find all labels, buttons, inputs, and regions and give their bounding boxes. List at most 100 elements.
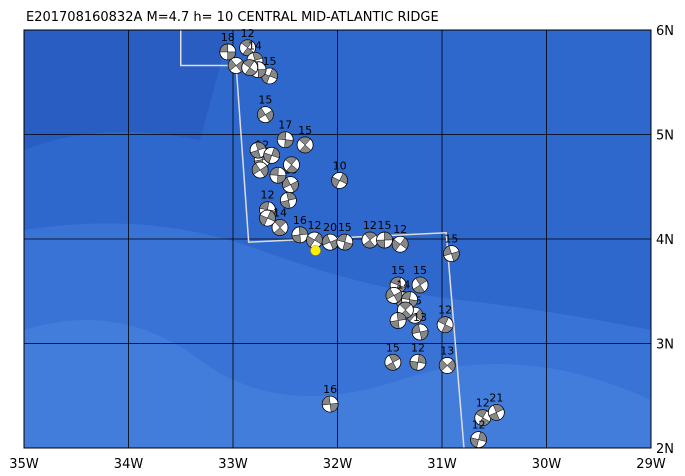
focal-mechanism [276,131,294,149]
focal-mechanism [487,404,505,421]
x-tick-label: 35W [9,457,39,472]
beachball-quadrant [227,58,245,73]
depth-label: 15 [263,55,277,68]
focal-mechanism [385,287,403,304]
beachball-quadrant [242,59,257,76]
depth-label: 15 [338,221,352,234]
focal-mechanism [219,43,237,61]
depth-label: 15 [391,264,405,277]
depth-label: 21 [489,391,503,404]
depth-label: 18 [221,31,235,44]
x-tick-label: 33W [218,457,248,472]
x-tick-label: 30W [532,457,562,472]
depth-label: 17 [278,119,292,132]
frame [23,29,652,449]
beachball-quadrant [321,395,339,413]
focal-mechanism [411,323,429,341]
y-tick-label: 5N [656,129,674,144]
depth-label: 10 [333,159,347,172]
beachball-quadrant [437,316,453,333]
focal-mechanism [227,57,245,74]
beachball-quadrant [385,354,401,371]
depth-label: 13 [413,311,427,324]
y-tick-label: 4N [656,233,674,248]
focal-mechanism [251,161,269,179]
depth-label: 15 [413,264,427,277]
beachball-quadrant [250,141,267,159]
focal-mechanism [411,276,429,294]
beachball-quadrant [389,312,407,329]
focal-mechanism [389,312,407,329]
focal-mechanism [283,156,300,174]
beachball-quadrant [280,192,297,209]
y-tick-label: 3N [656,338,674,353]
depth-label: 14 [396,279,410,292]
beachball-quadrant [475,409,491,426]
focal-mechanism [259,209,276,227]
focal-mechanism [361,231,379,249]
beachball-quadrant [291,226,309,244]
depth-label: 12 [308,219,322,232]
beachball-quadrant [409,354,427,371]
beachball-quadrant [331,172,348,189]
depth-label: 15 [386,341,400,354]
beachball-quadrant [376,231,393,249]
focal-mechanism [241,59,259,77]
depth-label: 12 [476,397,490,410]
depth-label: 13 [440,344,454,357]
focal-mechanism [321,395,339,413]
focal-mechanism [384,353,402,371]
focal-mechanism [376,231,393,249]
ridge [180,30,465,449]
beachball-quadrant [259,210,276,226]
beachball-quadrant [277,131,294,148]
focal-mechanism [336,233,354,251]
depth-label: 15 [378,219,392,232]
focal-mechanism [279,191,297,209]
x-tick-label: 29W [636,457,666,472]
beachball-quadrant [263,147,280,164]
depth-label: 16 [293,214,307,227]
beachball-quadrant [443,245,460,262]
beachball-quadrant [269,167,287,184]
depth-label: 14 [273,207,287,220]
focal-mechanism [436,316,454,334]
beachball-quadrant [285,156,299,174]
beachball-quadrant [438,359,456,372]
y-tick-label: 6N [656,24,674,39]
beachball-quadrant [391,237,409,252]
depth-label: 12 [411,341,425,354]
focal-mechanism [331,172,348,189]
epicenter [310,245,321,256]
beachball-quadrant [336,233,353,251]
focal-mechanism [470,431,487,449]
title: E201708160832A M=4.7 h= 10 CENTRAL MID-A… [26,10,439,25]
depth-label: 15 [298,124,312,137]
focal-mechanism [271,219,289,236]
focal-mechanism [401,291,419,309]
focal-mechanism [321,233,339,251]
focal-mechanism [256,106,274,124]
beachball-quadrant [363,231,377,249]
beachball-quadrant [411,323,429,341]
depth-label: 15 [444,233,458,246]
x-tick-label: 34W [114,457,144,472]
depth-label: 16 [323,383,337,396]
focal-mechanism [443,245,460,263]
depth-label: 15 [258,94,272,107]
depth-label: 12 [241,27,255,40]
beachball-quadrant [282,177,299,193]
focal-mechanism [296,136,314,154]
depth-label: 12 [260,189,274,202]
depth-label: 14 [248,39,262,52]
bathymetry [24,30,230,150]
focal-mechanism [239,39,257,57]
depth-label: 20 [323,221,337,234]
focal-mechanism [409,353,427,371]
beachball-quadrant [470,431,487,448]
y-tick-label: 2N [656,442,674,457]
focal-mechanism [291,226,309,244]
depth-label: 12 [438,304,452,317]
focal-mechanism [391,235,409,253]
